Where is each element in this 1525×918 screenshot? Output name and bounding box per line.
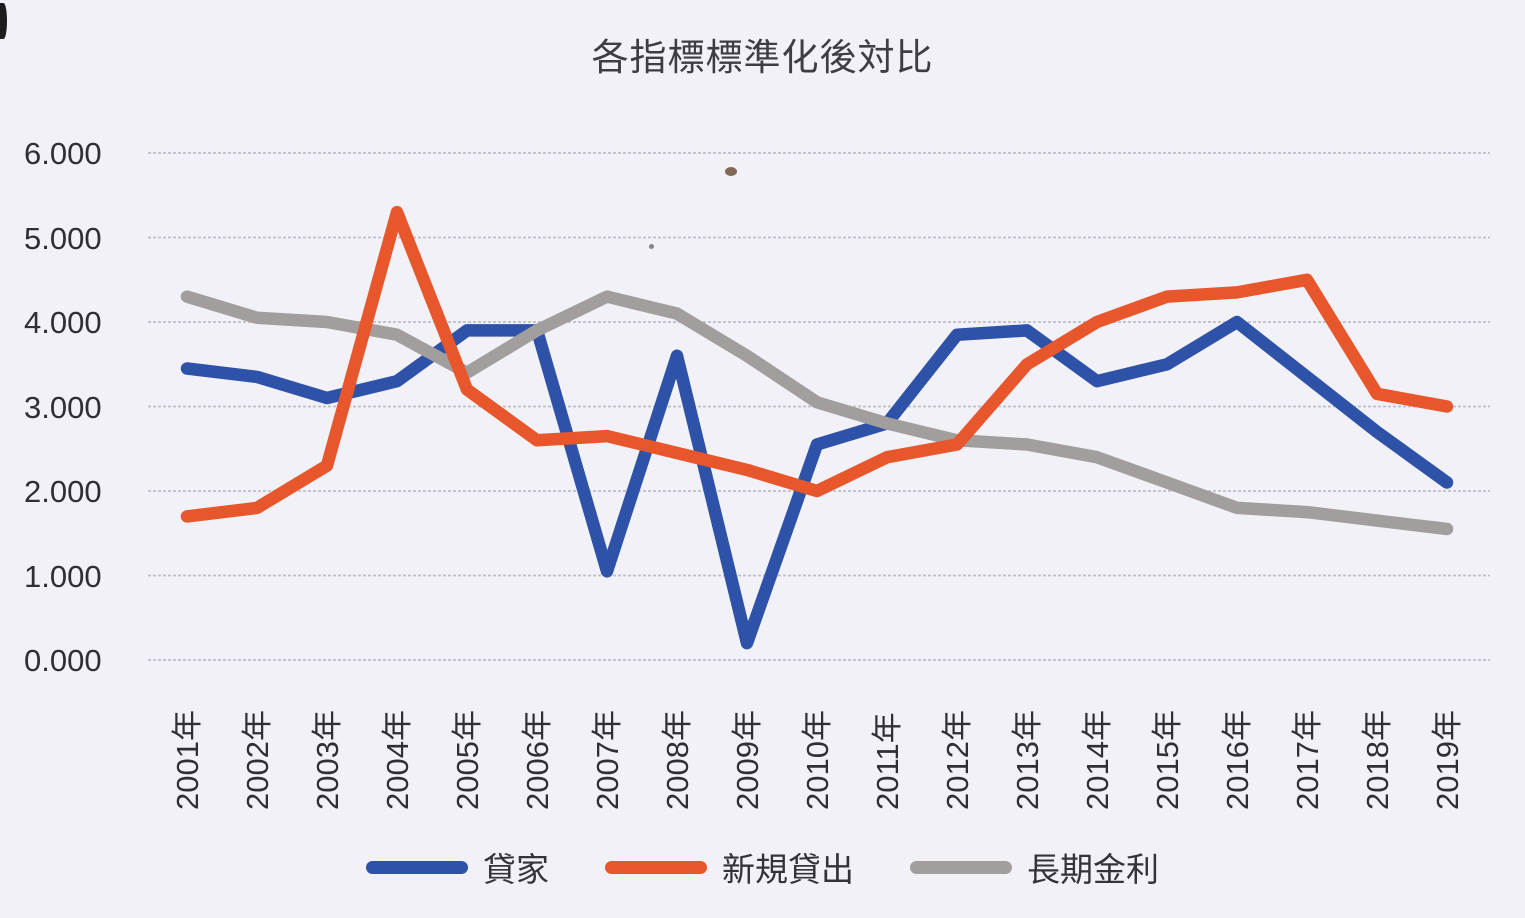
chart-canvas (148, 152, 1490, 661)
legend-label-shinki-kashidashi: 新規貸出 (722, 851, 854, 888)
y-tick-label: 1.000 (24, 558, 102, 594)
x-tick-label: 2002年 (240, 710, 275, 810)
series-line-shinki-kashidashi (180, 205, 1454, 523)
legend-label-choki-kinri: 長期金利 (1027, 851, 1159, 888)
y-tick-label: 5.000 (24, 220, 102, 256)
scan-edge-artifact (0, 3, 7, 39)
x-tick-label: 2003年 (310, 710, 345, 810)
scan-speck (725, 167, 737, 176)
legend-item-kashiya: 貸家 (366, 843, 549, 891)
x-tick-label: 2009年 (730, 710, 765, 810)
x-tick-label: 2012年 (940, 710, 975, 810)
legend: 貸家 新規貸出 長期金利 (0, 843, 1525, 891)
y-tick-label: 3.000 (24, 389, 102, 425)
legend-label-kashiya: 貸家 (483, 851, 549, 888)
x-tick-label: 2019年 (1430, 710, 1465, 810)
legend-item-shinki-kashidashi: 新規貸出 (605, 843, 854, 891)
y-tick-label: 4.000 (24, 305, 102, 340)
scan-speck (649, 244, 654, 249)
x-tick-label: 2007年 (590, 710, 625, 810)
x-tick-label: 2018年 (1360, 710, 1395, 810)
y-tick-label: 2.000 (24, 474, 102, 509)
x-tick-label: 2004年 (380, 710, 415, 810)
x-tick-label: 2013年 (1010, 710, 1045, 810)
series-line-choki-kinri (180, 290, 1454, 536)
series-line-kashiya (180, 315, 1454, 650)
x-tick-label: 2001年 (170, 710, 205, 810)
x-tick-label: 2011年 (870, 712, 905, 810)
chart-title: 各指標標準化後対比 (591, 37, 934, 78)
x-tick-label: 2008年 (660, 710, 695, 810)
x-tick-label: 2006年 (520, 710, 555, 810)
x-tick-label: 2014年 (1080, 710, 1115, 810)
legend-swatch-kashiya (366, 860, 468, 874)
x-tick-label: 2005年 (450, 710, 485, 810)
x-tick-label: 2017年 (1290, 710, 1325, 810)
x-tick-label: 2016年 (1220, 710, 1255, 810)
y-tick-label: 0.000 (24, 643, 102, 678)
legend-swatch-shinki-kashidashi (605, 860, 707, 874)
legend-swatch-choki-kinri (910, 860, 1012, 874)
x-tick-label: 2015年 (1150, 710, 1185, 810)
x-tick-label: 2010年 (800, 710, 835, 810)
y-tick-label: 6.000 (24, 136, 102, 171)
legend-item-choki-kinri: 長期金利 (910, 843, 1159, 891)
